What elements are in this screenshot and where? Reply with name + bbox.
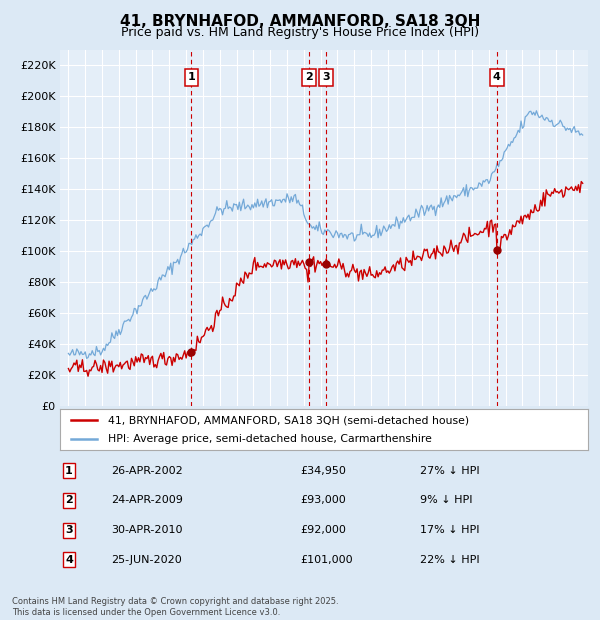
Text: 17% ↓ HPI: 17% ↓ HPI: [420, 525, 479, 535]
Text: 26-APR-2002: 26-APR-2002: [111, 466, 183, 476]
Text: 3: 3: [65, 525, 73, 535]
Text: 2: 2: [65, 495, 73, 505]
Text: £93,000: £93,000: [300, 495, 346, 505]
Text: 1: 1: [188, 73, 196, 82]
Text: HPI: Average price, semi-detached house, Carmarthenshire: HPI: Average price, semi-detached house,…: [107, 433, 431, 444]
Text: £34,950: £34,950: [300, 466, 346, 476]
Text: 9% ↓ HPI: 9% ↓ HPI: [420, 495, 473, 505]
Text: £92,000: £92,000: [300, 525, 346, 535]
Text: 4: 4: [65, 555, 73, 565]
Text: 25-JUN-2020: 25-JUN-2020: [111, 555, 182, 565]
Text: 1: 1: [65, 466, 73, 476]
Text: 24-APR-2009: 24-APR-2009: [111, 495, 183, 505]
Text: Contains HM Land Registry data © Crown copyright and database right 2025.
This d: Contains HM Land Registry data © Crown c…: [12, 598, 338, 617]
Text: 30-APR-2010: 30-APR-2010: [111, 525, 182, 535]
Text: 22% ↓ HPI: 22% ↓ HPI: [420, 555, 479, 565]
Text: 4: 4: [493, 73, 501, 82]
Text: Price paid vs. HM Land Registry's House Price Index (HPI): Price paid vs. HM Land Registry's House …: [121, 26, 479, 39]
Text: 2: 2: [305, 73, 313, 82]
Text: £101,000: £101,000: [300, 555, 353, 565]
Text: 3: 3: [322, 73, 330, 82]
Text: 27% ↓ HPI: 27% ↓ HPI: [420, 466, 479, 476]
Text: 41, BRYNHAFOD, AMMANFORD, SA18 3QH (semi-detached house): 41, BRYNHAFOD, AMMANFORD, SA18 3QH (semi…: [107, 415, 469, 425]
Text: 41, BRYNHAFOD, AMMANFORD, SA18 3QH: 41, BRYNHAFOD, AMMANFORD, SA18 3QH: [120, 14, 480, 29]
